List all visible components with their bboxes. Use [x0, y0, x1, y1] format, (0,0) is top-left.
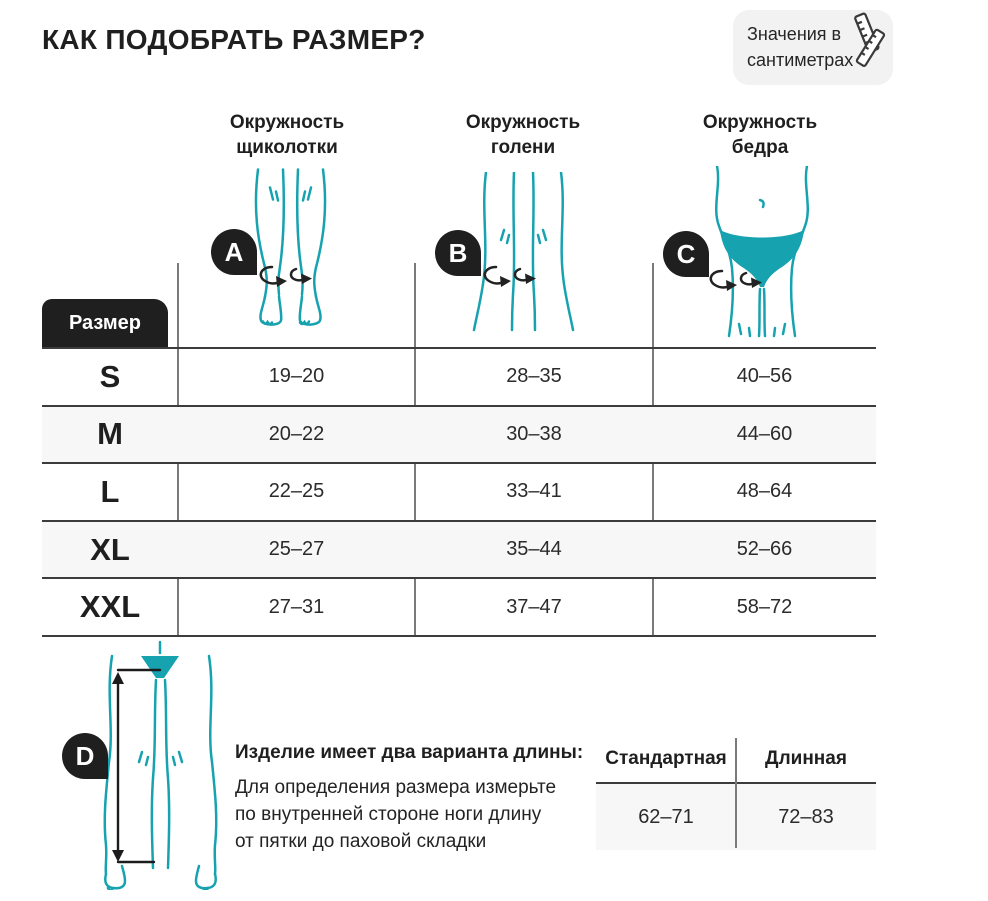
length-measure-arrow — [116, 668, 162, 864]
hip-value: 44–60 — [736, 422, 793, 445]
hip-value: 52–66 — [736, 538, 793, 561]
marker-c-badge: C — [663, 231, 709, 277]
crotch-triangle — [141, 656, 179, 678]
length-long-header: Длинная — [765, 748, 847, 769]
length-table-divider — [735, 738, 737, 848]
calves-illustration — [472, 172, 575, 332]
calf-value: 33–41 — [506, 480, 562, 503]
ankle-value: 20–22 — [268, 422, 325, 445]
ankle-value: 22–25 — [268, 480, 325, 503]
marker-b-label: B — [448, 237, 468, 268]
ankles-illustration — [254, 168, 327, 326]
measure-around-arrows-icon — [709, 269, 762, 291]
column-header-calf: Окружность голени — [465, 112, 581, 158]
size-label: XL — [90, 531, 130, 567]
calf-value: 37–47 — [506, 595, 562, 618]
length-description: Для определения размера измерьте по внут… — [235, 777, 557, 852]
table-row-xxl: XXL 27–31 37–47 58–72 — [42, 577, 876, 635]
panty-shape — [720, 230, 804, 287]
column-header-ankle: Окружность щиколотки — [229, 112, 345, 158]
marker-c-label: C — [676, 238, 696, 269]
length-table-header-row: Стандартная Длинная — [596, 736, 876, 782]
ankle-value: 19–20 — [268, 365, 325, 388]
size-label: L — [100, 473, 120, 509]
marker-a-label: A — [224, 236, 244, 267]
units-badge-label: Значения в сантиметрах — [747, 24, 854, 70]
size-label: XXL — [79, 589, 141, 625]
hips-illustration — [715, 166, 809, 338]
length-standard-value: 62–71 — [638, 805, 694, 828]
hip-value: 48–64 — [736, 480, 793, 503]
measure-around-arrows-icon — [483, 265, 536, 287]
size-corner-label: Размер — [68, 311, 142, 334]
size-corner-badge: Размер — [42, 299, 168, 347]
hip-value: 58–72 — [736, 595, 793, 618]
length-standard-header: Стандартная — [605, 748, 727, 769]
column-header-hip: Окружность бедра — [702, 112, 818, 158]
units-badge: Значения в сантиметрах — [733, 10, 893, 85]
size-label: M — [97, 416, 123, 452]
table-row-s: S 19–20 28–35 40–56 — [42, 347, 876, 405]
length-heading: Изделие имеет два варианта длины: — [235, 742, 584, 763]
ankle-value: 27–31 — [268, 595, 325, 618]
marker-d-label: D — [75, 740, 95, 771]
marker-a-badge: A — [211, 229, 257, 275]
table-row-m: M 20–22 30–38 44–60 — [42, 404, 876, 463]
measure-around-arrows-icon — [259, 265, 312, 287]
page-title: КАК ПОДОБРАТЬ РАЗМЕР? — [42, 24, 426, 55]
legs-length-illustration — [103, 640, 218, 890]
measuring-tapes-icon — [854, 12, 886, 67]
calf-value: 28–35 — [506, 365, 562, 388]
table-row-xl: XL 25–27 35–44 52–66 — [42, 519, 876, 578]
size-label: S — [99, 358, 121, 394]
calf-value: 35–44 — [506, 538, 562, 561]
marker-d-badge: D — [62, 733, 108, 779]
ankle-value: 25–27 — [268, 538, 325, 561]
marker-b-badge: B — [435, 230, 481, 276]
calf-value: 30–38 — [506, 422, 562, 445]
size-table: S 19–20 28–35 40–56 M 20–22 30–38 44–60 … — [42, 347, 876, 637]
hip-value: 40–56 — [736, 365, 793, 388]
length-long-value: 72–83 — [778, 805, 834, 828]
table-row-l: L 22–25 33–41 48–64 — [42, 462, 876, 520]
length-table: Стандартная Длинная 62–71 72–83 — [596, 736, 876, 850]
